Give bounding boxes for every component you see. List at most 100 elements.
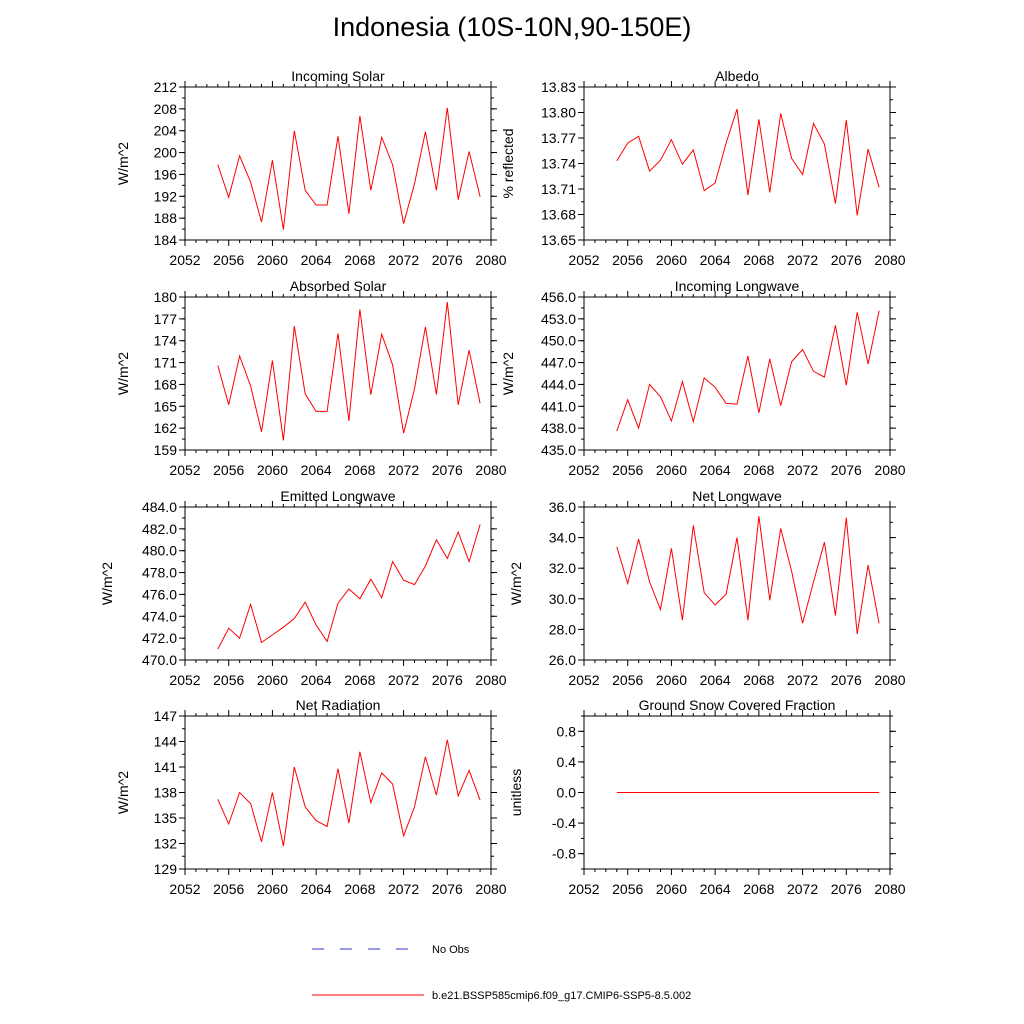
y-tick-label: 13.83: [541, 79, 576, 95]
panel-title: Incoming Longwave: [675, 278, 800, 294]
legend-label-simulation: b.e21.BSSP585cmip6.f09_g17.CMIP6-SSP5-8.…: [432, 990, 691, 1002]
panel-title: Net Radiation: [296, 697, 381, 713]
y-tick-label: 441.0: [541, 398, 576, 414]
plot-frame: [184, 715, 492, 870]
series-line: [217, 302, 481, 441]
y-axis-label: W/m^2: [508, 562, 524, 605]
chart-panel: Incoming Longwave W/m^2 2052 2056 2060 2064 20…: [500, 278, 906, 478]
y-tick-label: 141: [154, 759, 178, 775]
x-tick-label: 2060: [656, 881, 687, 897]
y-tick-label: 28.0: [549, 621, 576, 637]
y-tick-label: 204: [154, 123, 178, 139]
y-tick-label: 200: [154, 145, 178, 161]
x-tick-label: 2076: [831, 252, 862, 268]
x-tick-label: 2056: [213, 462, 244, 478]
chart-panel: Ground Snow Covered Fraction unitless 2052…: [508, 697, 906, 897]
plot-frame: [184, 86, 492, 241]
x-tick-label: 2072: [787, 672, 818, 688]
y-tick-label: 135: [154, 810, 178, 826]
x-tick-label: 2060: [257, 881, 288, 897]
y-tick-label: 13.68: [541, 207, 576, 223]
y-tick-label: 438.0: [541, 420, 576, 436]
y-tick-label: 132: [154, 836, 178, 852]
x-tick-label: 2080: [874, 252, 905, 268]
x-tick-label: 2064: [700, 881, 731, 897]
x-tick-label: 2072: [388, 252, 419, 268]
series-line: [217, 739, 481, 847]
x-tick-label: 2064: [301, 672, 332, 688]
x-tick-label: 2068: [344, 252, 375, 268]
y-tick-label: 174: [154, 333, 178, 349]
x-tick-label: 2076: [432, 672, 463, 688]
x-tick-label: 2064: [700, 252, 731, 268]
y-axis-label: W/m^2: [99, 562, 115, 605]
x-tick-label: 2076: [831, 462, 862, 478]
series-line: [616, 108, 880, 216]
x-tick-label: 2052: [568, 462, 599, 478]
y-tick-label: 34.0: [549, 530, 576, 546]
y-tick-label: 138: [154, 785, 178, 801]
chart-panel: Incoming Solar W/m^2 2052 2056 2060 2064 2068 2…: [115, 68, 507, 268]
y-axis-label: W/m^2: [115, 771, 131, 814]
x-tick-label: 2068: [743, 672, 774, 688]
plot-frame: [583, 506, 891, 661]
x-tick-label: 2080: [874, 672, 905, 688]
legend-label-obs: No Obs: [432, 944, 470, 956]
x-tick-label: 2080: [874, 462, 905, 478]
x-tick-label: 2080: [475, 252, 506, 268]
y-axis-label: unitless: [508, 769, 524, 816]
y-tick-label: 482.0: [142, 521, 177, 537]
x-tick-label: 2056: [213, 252, 244, 268]
y-tick-label: 162: [154, 420, 178, 436]
panel-title: Incoming Solar: [291, 68, 385, 84]
y-tick-label: 447.0: [541, 355, 576, 371]
y-tick-label: 32.0: [549, 560, 576, 576]
y-tick-label: 196: [154, 166, 178, 182]
x-tick-label: 2056: [213, 672, 244, 688]
y-tick-label: 13.71: [541, 181, 576, 197]
x-tick-label: 2072: [388, 462, 419, 478]
x-tick-label: 2060: [257, 252, 288, 268]
y-tick-label: 208: [154, 101, 178, 117]
series-line: [616, 516, 880, 635]
x-tick-label: 2072: [787, 462, 818, 478]
y-tick-label: 13.77: [541, 130, 576, 146]
chart-panel: Albedo % reflected 2052 2056 2060 2064 2068 207…: [500, 68, 906, 268]
figure-title: Indonesia (10S-10N,90-150E): [332, 12, 692, 42]
y-tick-label: 180: [154, 289, 178, 305]
y-tick-label: 0.4: [557, 754, 577, 770]
x-tick-label: 2068: [344, 881, 375, 897]
chart-panel: Emitted Longwave W/m^2 2052 2056 2060 2064 206…: [99, 488, 507, 688]
x-tick-label: 2060: [656, 462, 687, 478]
x-tick-label: 2056: [612, 881, 643, 897]
y-tick-label: 476.0: [142, 586, 177, 602]
y-tick-label: 480.0: [142, 543, 177, 559]
x-tick-label: 2072: [787, 881, 818, 897]
x-tick-label: 2076: [831, 881, 862, 897]
y-tick-label: -0.4: [552, 815, 576, 831]
panel-title: Ground Snow Covered Fraction: [639, 697, 836, 713]
x-tick-label: 2060: [656, 672, 687, 688]
legend: No Obs b.e21.BSSP585cmip6.f09_g17.CMIP6-…: [312, 944, 691, 1002]
y-tick-label: 470.0: [142, 652, 177, 668]
y-tick-label: 456.0: [541, 289, 576, 305]
y-tick-label: 474.0: [142, 608, 177, 624]
x-tick-label: 2052: [169, 881, 200, 897]
y-tick-label: 36.0: [549, 499, 576, 515]
series-line: [616, 310, 880, 432]
x-tick-label: 2068: [344, 672, 375, 688]
x-tick-label: 2064: [700, 462, 731, 478]
x-tick-label: 2068: [743, 252, 774, 268]
x-tick-label: 2068: [344, 462, 375, 478]
x-tick-label: 2056: [612, 252, 643, 268]
x-tick-label: 2052: [568, 881, 599, 897]
y-tick-label: 435.0: [541, 442, 576, 458]
x-tick-label: 2064: [700, 672, 731, 688]
x-tick-label: 2076: [432, 881, 463, 897]
y-tick-label: 26.0: [549, 652, 576, 668]
y-tick-label: 13.65: [541, 232, 576, 248]
series-line: [217, 107, 481, 230]
y-tick-label: 0.0: [557, 785, 577, 801]
y-axis-label: W/m^2: [500, 352, 516, 395]
